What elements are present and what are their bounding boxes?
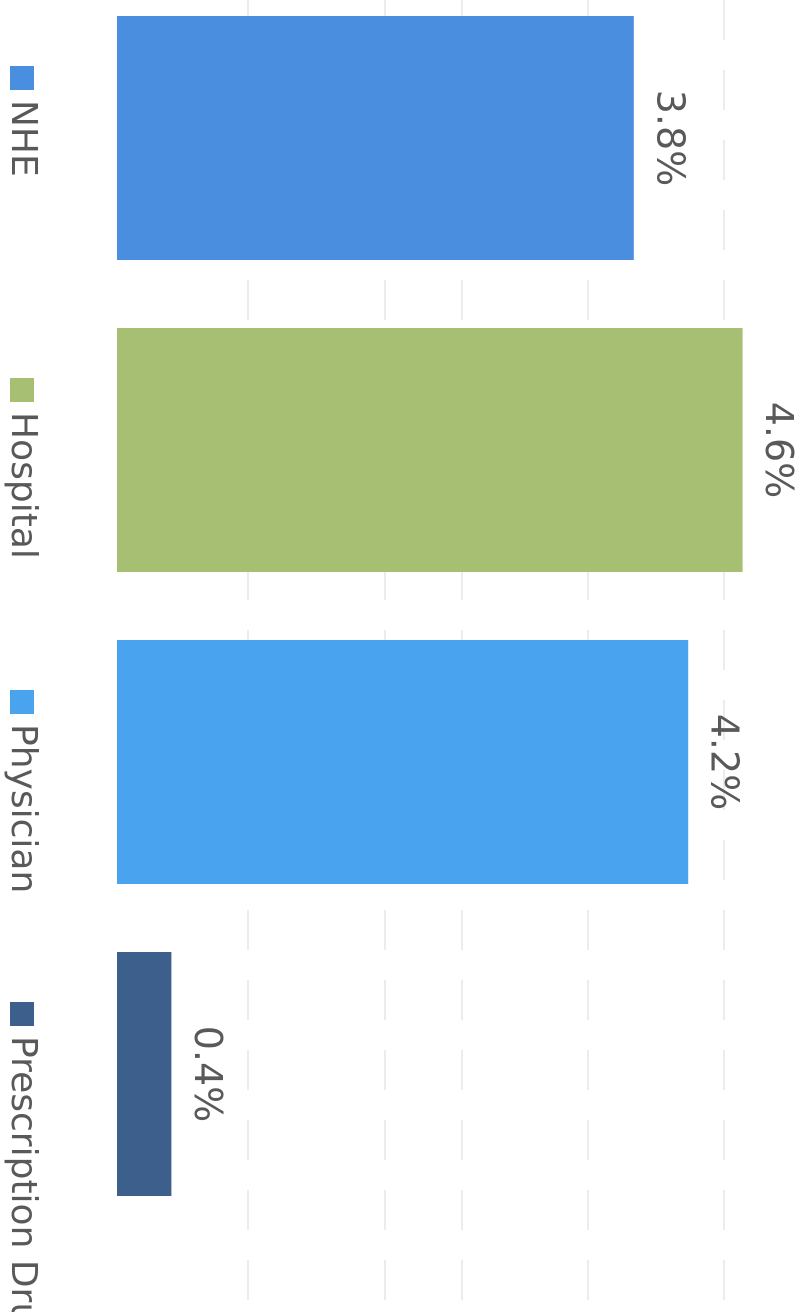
bar-physician bbox=[117, 640, 689, 884]
value-labels: 3.8% 4.6% 4.2% 0.4% bbox=[186, 90, 801, 1123]
bar-nhe bbox=[117, 16, 634, 260]
legend-swatch-3 bbox=[10, 1002, 34, 1026]
value-label-1: 4.6% bbox=[757, 402, 801, 499]
value-label-0: 3.8% bbox=[648, 90, 692, 187]
value-label-2: 4.2% bbox=[703, 714, 747, 811]
legend-label-2: Physician bbox=[3, 724, 44, 893]
value-label-3: 0.4% bbox=[186, 1026, 230, 1123]
legend-swatch-2 bbox=[10, 690, 34, 714]
legend-label-1: Hospital bbox=[3, 412, 44, 559]
legend: NHE Hospital Physician Prescription Drugs bbox=[3, 66, 44, 1312]
legend-label-0: NHE bbox=[3, 100, 44, 177]
legend-label-3: Prescription Drugs bbox=[3, 1036, 44, 1312]
bar-prescription-drugs bbox=[117, 952, 172, 1196]
legend-swatch-1 bbox=[10, 378, 34, 402]
legend-swatch-0 bbox=[10, 66, 34, 90]
bar-hospital bbox=[117, 328, 743, 572]
bars bbox=[117, 16, 743, 1196]
